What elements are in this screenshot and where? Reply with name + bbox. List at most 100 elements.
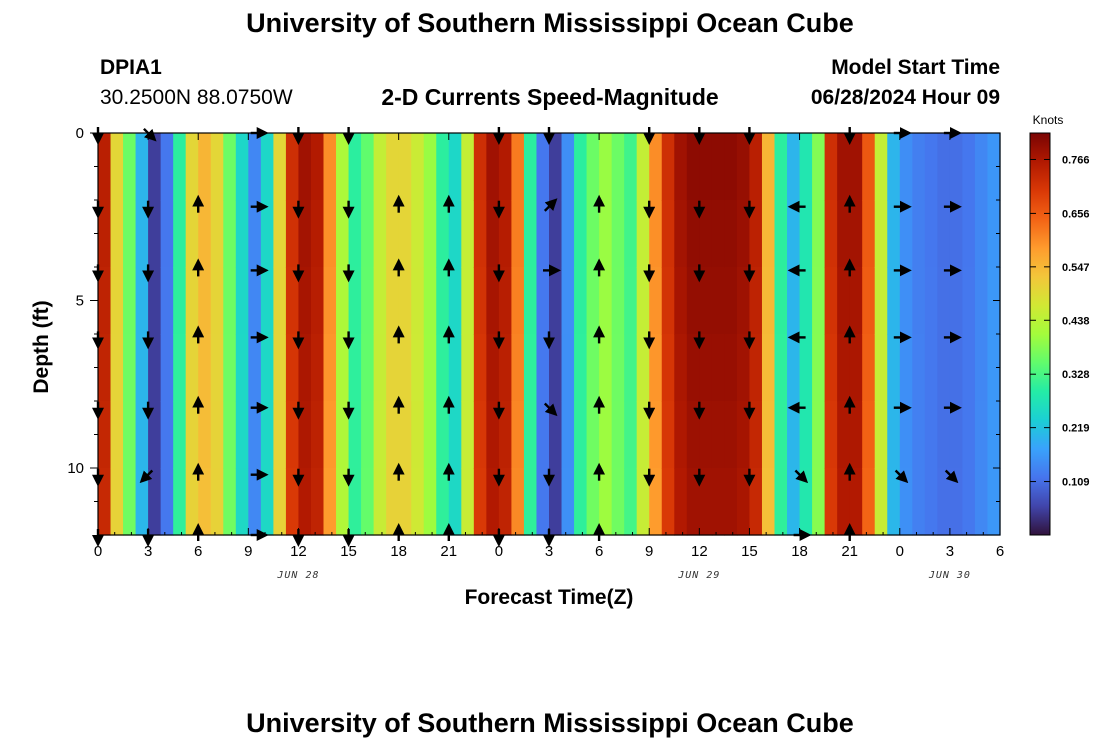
heatmap-cell (711, 468, 725, 536)
heatmap-cell (386, 200, 400, 268)
x-tick-label: 18 (390, 543, 407, 560)
x-tick-label: 6 (996, 543, 1004, 560)
heatmap-cell (310, 200, 325, 268)
heatmap-cell (511, 334, 525, 402)
heatmap-cell (173, 468, 187, 536)
heatmap-cell (498, 133, 513, 201)
heatmap-cell (812, 401, 826, 469)
heatmap-cell (323, 401, 337, 469)
heatmap-cell (511, 401, 525, 469)
heatmap-cell (749, 401, 763, 469)
heatmap-cell (912, 200, 926, 268)
heatmap-cell (448, 401, 462, 469)
heatmap-cell (473, 401, 487, 469)
heatmap-cell (336, 468, 350, 536)
heatmap-cell (937, 468, 951, 536)
heatmap-cell (361, 468, 375, 536)
x-tick-label: 6 (595, 543, 603, 560)
heatmap-cell (298, 133, 312, 201)
heatmap-cell (787, 334, 801, 402)
heatmap-cell (198, 468, 212, 536)
heatmap-cell (536, 200, 550, 268)
heatmap-cell (749, 200, 763, 268)
heatmap-cell (611, 401, 625, 469)
heatmap-cell (260, 200, 274, 268)
x-tick-label: 15 (741, 543, 758, 560)
x-tick-label: 3 (545, 543, 553, 560)
heatmap-cell (812, 468, 826, 536)
heatmap-cell (98, 267, 112, 335)
heatmap-cell (586, 267, 600, 335)
heatmap-cell (887, 133, 901, 201)
current-arrow (139, 469, 154, 484)
heatmap-cell (148, 200, 162, 268)
heatmap-cell (962, 334, 976, 402)
heatmap-cell (98, 401, 112, 469)
colorbar (1029, 132, 1051, 536)
heatmap-cell (398, 468, 412, 536)
heatmap-cell (536, 468, 550, 536)
heatmap-cell (787, 133, 801, 201)
heatmap-cell (536, 401, 550, 469)
heatmap-cell (574, 401, 588, 469)
heatmap-cell (486, 334, 500, 402)
heatmap-cell (674, 401, 688, 469)
heatmap-cell (899, 267, 913, 335)
heatmap-cell (173, 267, 187, 335)
y-tick-label: 0 (76, 125, 84, 142)
heatmap-cell (924, 133, 938, 201)
heatmap-cell (185, 401, 199, 469)
heatmap-cell (248, 200, 262, 268)
heatmap-cell (536, 267, 550, 335)
heatmap-cell (887, 267, 901, 335)
heatmap-cell (962, 200, 976, 268)
heatmap-cell (298, 267, 312, 335)
heatmap-cell (198, 401, 212, 469)
heatmap-cell (336, 267, 350, 335)
heatmap-cell (711, 401, 725, 469)
chart-title: 2-D Currents Speed-Magnitude (381, 84, 719, 110)
heatmap-cell (310, 267, 325, 335)
heatmap-cell (924, 401, 938, 469)
heatmap-cell (849, 401, 863, 469)
heatmap-cell (812, 200, 826, 268)
heatmap-cell (962, 267, 976, 335)
heatmap-cell (173, 133, 187, 201)
heatmap-cell (423, 267, 437, 335)
heatmap-cell (636, 133, 650, 201)
colorbar-tick-label: 0.547 (1062, 262, 1090, 274)
heatmap-cell (348, 468, 362, 536)
heatmap-cell (812, 334, 826, 402)
heatmap-cell (874, 334, 888, 402)
heatmap-cell (887, 468, 901, 536)
x-tick-label: 0 (94, 543, 102, 560)
heatmap-cell (386, 468, 400, 536)
heatmap-cell (423, 334, 437, 402)
heatmap-cell (285, 267, 300, 335)
heatmap-cell (849, 133, 863, 201)
heatmap-cell (123, 267, 137, 335)
heatmap-cell (912, 133, 926, 201)
heatmap-cell (812, 133, 826, 201)
heatmap-cell (248, 267, 262, 335)
heatmap-cell (486, 200, 500, 268)
heatmap-cell (862, 133, 876, 201)
y-tick-label: 10 (67, 460, 84, 477)
heatmap-cell (774, 334, 788, 402)
station-coordinates: 30.2500N 88.0750W (100, 86, 293, 109)
heatmap-cell (361, 334, 375, 402)
heatmap-cell (862, 200, 876, 268)
heatmap-cell (523, 133, 538, 201)
heatmap-cell (837, 200, 851, 268)
heatmap-cell (123, 401, 137, 469)
heatmap-cell (962, 468, 976, 536)
heatmap-cell (599, 468, 613, 536)
heatmap-cell (974, 200, 989, 268)
heatmap-cell (285, 200, 300, 268)
heatmap-cell (436, 200, 450, 268)
heatmap-cell (636, 267, 650, 335)
model-start-value: 06/28/2024 Hour 09 (810, 86, 1000, 109)
heatmap-cell (98, 334, 112, 402)
colorbar-ticks: 0.109 0.219 0.328 0.438 0.547 0.656 0.766 (1030, 154, 1090, 489)
heatmap-cell (611, 200, 625, 268)
